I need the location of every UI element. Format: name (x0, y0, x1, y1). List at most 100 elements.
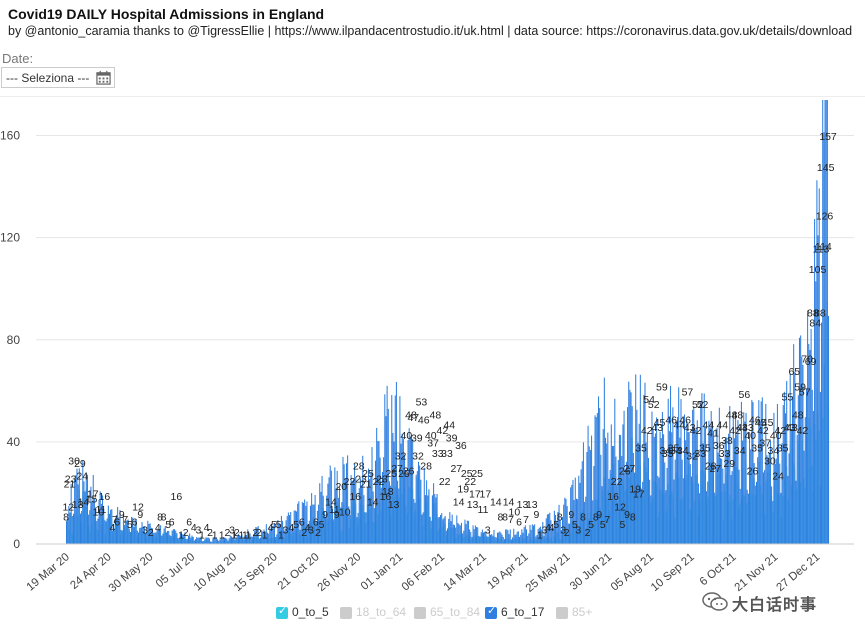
bar-6-to-17 (365, 512, 367, 544)
checkbox-icon[interactable] (340, 607, 352, 619)
bar-6-to-17 (419, 465, 421, 544)
data-label: 5 (600, 519, 606, 531)
bar-6-to-17 (627, 407, 629, 544)
calendar-icon[interactable] (96, 70, 111, 85)
data-label: 17 (469, 489, 481, 501)
bar-6-to-17 (791, 396, 794, 544)
bar-6-to-17 (442, 519, 444, 544)
bar-6-to-17 (723, 483, 725, 544)
bar-6-to-17 (139, 527, 141, 544)
bar-6-to-17 (555, 514, 557, 544)
bar-6-to-17 (744, 421, 746, 544)
bar-6-to-17 (793, 344, 795, 544)
bar-6-to-17 (460, 522, 462, 544)
bar-6-to-17 (259, 537, 262, 544)
bar-6-to-17 (176, 533, 178, 544)
bar-6-to-17 (456, 515, 458, 544)
bar-6-to-17 (235, 538, 237, 544)
bar-6-to-17 (338, 486, 341, 544)
data-label: 8 (630, 512, 636, 524)
bar-6-to-17 (478, 535, 480, 544)
bar-6-to-17 (440, 515, 442, 544)
bar-6-to-17 (409, 436, 411, 544)
bar-6-to-17 (132, 517, 134, 544)
bar-6-to-17 (443, 517, 445, 544)
data-label: 1 (245, 529, 251, 541)
bar-6-to-17 (392, 433, 394, 544)
bar-6-to-17 (751, 399, 753, 544)
data-label: 65 (788, 366, 800, 378)
bar-6-to-17 (430, 520, 432, 544)
bar-6-to-17 (824, 100, 826, 544)
data-label: 43 (651, 422, 663, 434)
data-label: 14 (325, 496, 337, 508)
bar-6-to-17 (731, 471, 733, 544)
data-label: 30 (68, 455, 80, 467)
data-label: 13 (517, 499, 529, 511)
bar-6-to-17 (676, 416, 679, 544)
bar-6-to-17 (220, 537, 222, 544)
checkbox-checked-icon[interactable]: ✓ (485, 605, 497, 619)
bar-6-to-17 (561, 516, 564, 544)
data-label: 35 (777, 443, 789, 455)
bar-6-to-17 (457, 523, 459, 544)
bar-6-to-17 (470, 531, 472, 544)
data-label: 4 (268, 522, 274, 534)
checkbox-checked-icon[interactable]: ✓ (276, 605, 288, 619)
bar-6-to-17 (616, 484, 618, 544)
data-label: 33 (719, 448, 731, 460)
data-label: 48 (405, 409, 417, 421)
bar-6-to-17 (327, 483, 329, 544)
bar-6-to-17 (306, 501, 308, 544)
bar-6-to-17 (508, 534, 510, 544)
data-label: 26 (619, 466, 631, 478)
bar-6-to-17 (268, 533, 270, 544)
bar-6-to-17 (157, 530, 159, 544)
y-tick-label: 0 (13, 537, 20, 551)
data-label: 7 (122, 514, 128, 526)
bar-6-to-17 (386, 385, 388, 544)
bar-6-to-17 (385, 416, 387, 544)
bar-6-to-17 (767, 457, 769, 544)
data-label: 23 (65, 473, 77, 485)
bar-6-to-17 (709, 428, 711, 544)
checkbox-icon[interactable] (556, 607, 568, 619)
data-label: 2 (252, 527, 258, 539)
bar-6-to-17 (119, 509, 121, 544)
date-select[interactable]: --- Seleziona --- (1, 67, 115, 88)
bar-6-to-17 (570, 487, 572, 544)
bar-6-to-17 (822, 100, 824, 544)
bar-6-to-17 (79, 513, 81, 544)
bar-6-to-17 (776, 403, 778, 544)
bar-6-to-17 (431, 495, 433, 544)
bar-6-to-17 (125, 521, 127, 544)
bar-6-to-17 (654, 433, 656, 544)
data-label: 5 (271, 519, 277, 531)
bar-6-to-17 (294, 510, 296, 544)
bar-6-to-17 (730, 475, 732, 544)
x-tick-label: 6 Oct 21 (698, 551, 739, 588)
data-label: 19 (629, 483, 641, 495)
series-6-to-17-bars (66, 100, 830, 545)
bar-6-to-17 (408, 428, 410, 544)
bar-6-to-17 (196, 537, 198, 544)
bar-6-to-17 (681, 459, 683, 544)
bar-6-to-17 (465, 524, 467, 544)
bar-6-to-17 (158, 529, 160, 544)
bar-6-to-17 (332, 508, 334, 544)
bar-6-to-17 (580, 469, 582, 544)
data-label: 5 (127, 519, 133, 531)
bar-6-to-17 (356, 517, 358, 544)
bar-6-to-17 (675, 421, 677, 544)
bar-6-to-17 (599, 408, 601, 544)
data-label: 46 (749, 415, 761, 427)
bar-6-to-17 (551, 528, 553, 544)
data-label: 59 (794, 381, 806, 393)
checkbox-icon[interactable] (414, 607, 426, 619)
bar-6-to-17 (410, 436, 413, 544)
data-label: 7 (523, 514, 529, 526)
bar-6-to-17 (156, 528, 158, 544)
bar-6-to-17 (700, 400, 702, 544)
bar-6-to-17 (472, 525, 474, 544)
bar-6-to-17 (239, 535, 241, 544)
